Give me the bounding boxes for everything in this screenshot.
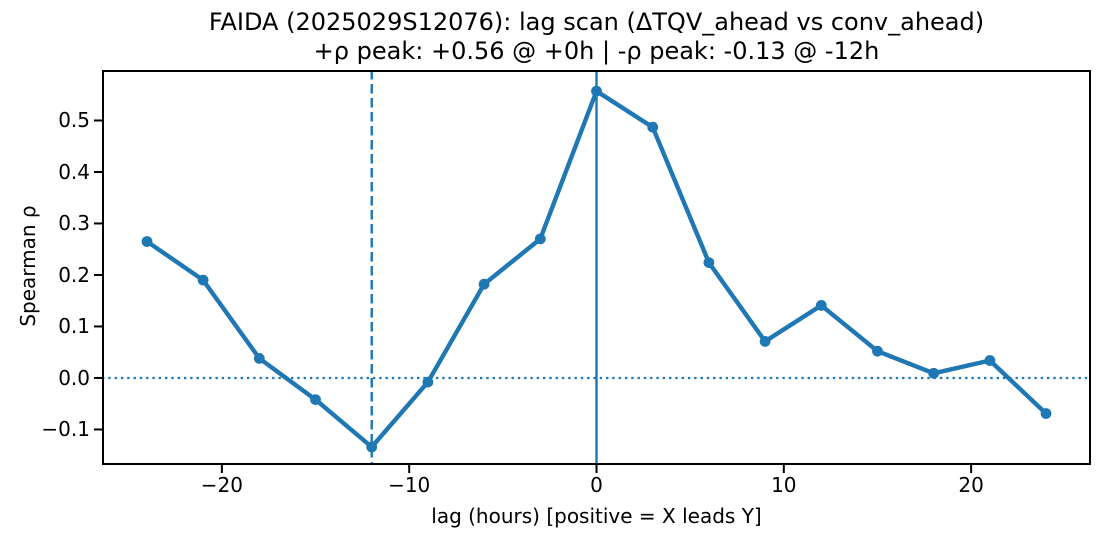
data-point-marker: [253, 353, 265, 364]
y-tick-label: 0.2: [58, 262, 90, 287]
data-point-marker: [478, 278, 490, 290]
data-point-marker: [984, 355, 996, 366]
data-point-marker: [422, 376, 434, 388]
data-point-marker: [759, 336, 771, 347]
data-point-marker: [141, 236, 153, 247]
y-tick-label: 0.0: [58, 365, 90, 390]
chart-title-line2: +ρ peak: +0.56 @ +0h | -ρ peak: -0.13 @ …: [313, 37, 880, 65]
data-point-marker: [647, 121, 659, 133]
data-point-marker: [366, 441, 378, 453]
data-point-marker: [872, 345, 883, 357]
data-point-marker: [310, 394, 321, 405]
y-tick-label: 0.3: [58, 211, 90, 236]
x-tick-label: 20: [958, 473, 984, 497]
x-tick-label: −20: [200, 473, 243, 497]
y-axis-label: Spearman ρ: [16, 205, 40, 327]
y-tick-label: −0.1: [41, 417, 90, 442]
data-point-marker: [197, 274, 209, 286]
x-axis-label: lag (hours) [positive = X leads Y]: [431, 504, 762, 528]
y-tick-label: 0.1: [58, 314, 90, 339]
y-tick-label: 0.4: [58, 159, 90, 184]
data-point-marker: [928, 367, 940, 379]
x-tick-label: 0: [590, 473, 603, 497]
data-point-marker: [534, 233, 546, 245]
data-point-marker: [1040, 408, 1052, 419]
x-tick-label: 10: [771, 473, 797, 497]
data-point-marker: [815, 300, 827, 311]
data-point-marker: [703, 257, 715, 268]
x-tick-label: −10: [388, 473, 431, 497]
chart-title-line1: FAIDA (2025029S12076): lag scan (ΔTQV_ah…: [208, 8, 985, 36]
chart-title: FAIDA (2025029S12076): lag scan (ΔTQV_ah…: [102, 8, 1091, 66]
data-point-marker: [591, 85, 602, 97]
axes-frame: [102, 70, 1091, 465]
y-tick-label: 0.5: [58, 108, 90, 133]
